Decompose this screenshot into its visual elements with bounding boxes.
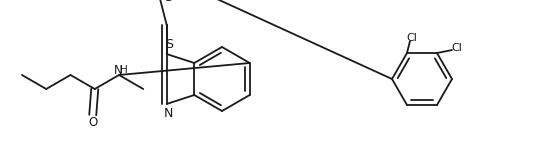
Text: S: S <box>164 0 172 4</box>
Text: Cl: Cl <box>451 43 463 53</box>
Text: Cl: Cl <box>407 33 417 43</box>
Text: H: H <box>120 65 128 75</box>
Text: N: N <box>164 107 173 120</box>
Text: N: N <box>114 64 122 76</box>
Text: S: S <box>165 38 173 51</box>
Text: O: O <box>88 116 97 130</box>
